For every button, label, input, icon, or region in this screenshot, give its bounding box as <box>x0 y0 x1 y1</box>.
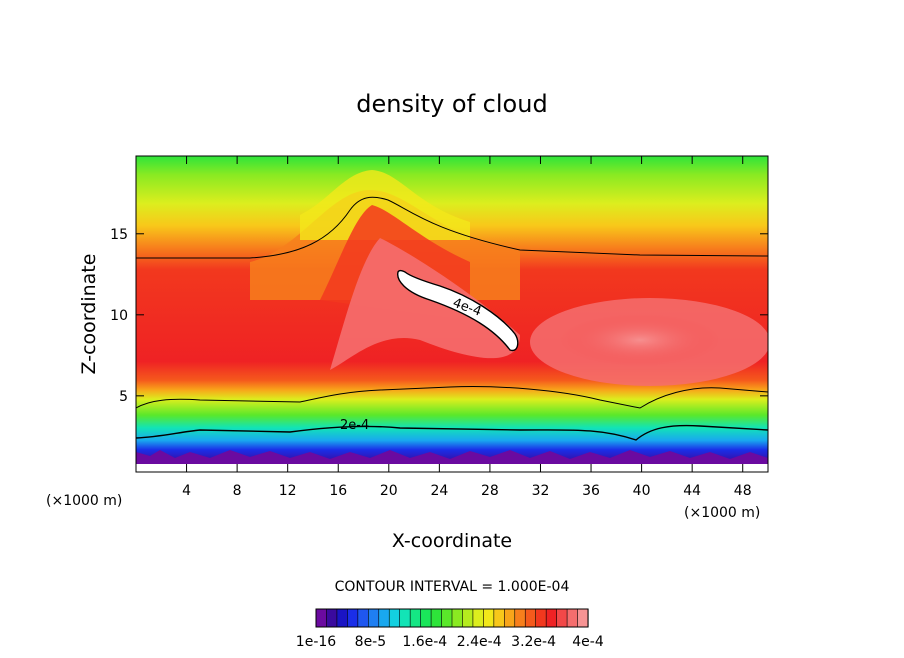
plot-frame <box>135 155 769 473</box>
colorbar-swatch <box>336 608 348 628</box>
x-tick-label: 40 <box>633 483 651 499</box>
colorbar-swatch <box>441 608 453 628</box>
x-tick-label: 8 <box>233 483 242 499</box>
x-tick-label: 16 <box>329 483 347 499</box>
colorbar-tick-label: 4e-4 <box>572 634 604 650</box>
colorbar-swatch <box>524 608 537 628</box>
y-tick-label: 15 <box>110 227 128 243</box>
x-axis-ticks: 4 8 12 16 20 24 28 32 36 40 44 48 <box>182 156 752 499</box>
core-region-left <box>330 238 520 370</box>
x-tick-label: 32 <box>532 483 550 499</box>
contour-label-lower: 2e-4 <box>340 418 369 433</box>
x-axis-label: X-coordinate <box>392 530 512 552</box>
x-tick-label: 24 <box>430 483 448 499</box>
x-unit-note: (×1000 m) <box>46 493 122 509</box>
colorbar-swatch <box>483 608 495 628</box>
colorbar-swatch <box>472 608 484 628</box>
colorbar-swatch <box>347 608 359 628</box>
colorbar-swatch <box>326 608 338 628</box>
colorbar-swatch <box>315 608 328 628</box>
x-tick-label: 36 <box>582 483 600 499</box>
x-tick-label: 20 <box>380 483 398 499</box>
colorbar-swatch <box>357 608 369 628</box>
y-axis-ticks: 5 10 15 <box>110 227 768 405</box>
chart-title: density of cloud <box>356 90 547 118</box>
colorbar-tick-label: 1.6e-4 <box>402 634 447 650</box>
x-tick-label: 4 <box>182 483 191 499</box>
colorbar-tick-labels: 1e-16 8e-5 1.6e-4 2.4e-4 3.2e-4 4e-4 <box>296 634 604 650</box>
colorbar-swatch <box>451 608 464 628</box>
colorbar-swatch <box>545 608 558 628</box>
colorbar-tick-label: 8e-5 <box>355 634 386 650</box>
colorbar-swatch <box>577 608 589 628</box>
core-region-right-inner <box>560 314 720 366</box>
colorbar-tick-label: 1e-16 <box>296 634 336 650</box>
colorbar-swatch <box>493 608 505 628</box>
plot-area <box>136 156 768 472</box>
y-tick-label: 10 <box>110 308 128 324</box>
colorbar <box>315 608 589 628</box>
contour-line-lower-1 <box>136 386 768 409</box>
colorbar-swatch <box>399 608 411 628</box>
colorbar-swatch <box>430 608 443 628</box>
contour-interval-text: CONTOUR INTERVAL = 1.000E-04 <box>335 579 570 595</box>
cloud-bulge-yellow <box>300 170 470 240</box>
x-tick-label: 28 <box>481 483 499 499</box>
y-tick-label: 5 <box>119 389 128 405</box>
colorbar-frame <box>315 608 589 628</box>
below-cloud-base <box>136 464 768 472</box>
y-axis-label: Z-coordinate <box>78 254 100 375</box>
contour-line-upper <box>136 196 768 259</box>
colorbar-swatch <box>566 608 579 628</box>
colorbar-swatch <box>420 608 432 628</box>
colorbar-swatch <box>504 608 516 628</box>
colorbar-swatch <box>556 608 568 628</box>
x-tick-label: 44 <box>683 483 701 499</box>
colorbar-swatch <box>388 608 401 628</box>
colorbar-swatch <box>378 608 390 628</box>
colorbar-swatch <box>535 608 547 628</box>
colorbar-tick-label: 3.2e-4 <box>511 634 556 650</box>
colorbar-swatch <box>409 608 422 628</box>
colorbar-swatch <box>462 608 474 628</box>
colorbar-tick-label: 2.4e-4 <box>457 634 502 650</box>
x-tick-label: 12 <box>279 483 297 499</box>
x-tick-label: 48 <box>734 483 752 499</box>
colorbar-swatch <box>368 608 380 628</box>
y-unit-note: (×1000 m) <box>684 505 760 521</box>
max-region <box>397 269 519 352</box>
colorbar-swatch <box>514 608 526 628</box>
contour-line-lower-2 <box>136 424 768 441</box>
